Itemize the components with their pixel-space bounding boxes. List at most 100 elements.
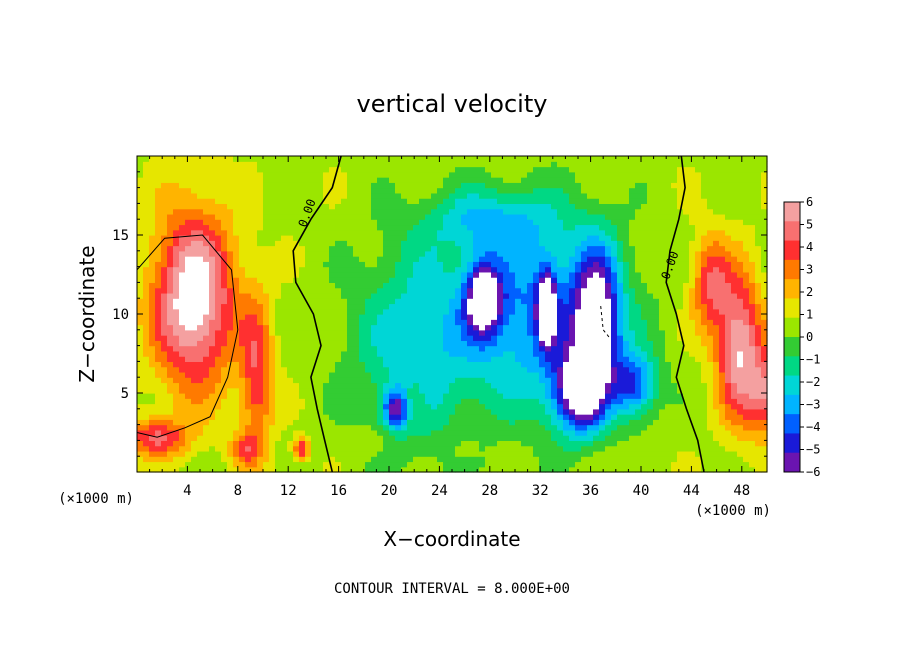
heatmap-cell: [311, 435, 318, 441]
heatmap-cell: [371, 366, 378, 373]
heatmap-cell: [449, 192, 456, 199]
heatmap-cell: [197, 393, 204, 399]
heatmap-cell: [299, 292, 306, 299]
heatmap-cell: [473, 335, 480, 341]
heatmap-cell: [179, 356, 186, 362]
heatmap-cell: [539, 250, 546, 257]
heatmap-cell: [167, 187, 174, 194]
heatmap-cell: [203, 187, 210, 194]
heatmap-cell: [479, 377, 486, 384]
heatmap-cell: [245, 387, 252, 394]
heatmap-cell: [509, 245, 516, 252]
heatmap-cell: [245, 261, 252, 268]
heatmap-cell: [275, 198, 282, 204]
heatmap-cell: [305, 450, 312, 457]
heatmap-cell: [605, 256, 612, 262]
heatmap-cell: [491, 361, 498, 368]
heatmap-cell: [623, 450, 630, 457]
heatmap-cell: [269, 219, 276, 226]
heatmap-cell: [419, 271, 426, 278]
heatmap-cell: [437, 213, 444, 220]
heatmap-cell: [143, 398, 150, 405]
heatmap-cell: [227, 166, 234, 173]
heatmap-cell: [359, 387, 366, 394]
heatmap-cell: [485, 219, 492, 226]
heatmap-cell: [557, 182, 564, 189]
heatmap-cell: [587, 461, 594, 468]
heatmap-cell: [353, 398, 360, 405]
heatmap-cell: [581, 240, 588, 247]
heatmap-cell: [413, 245, 420, 252]
heatmap-cell: [203, 224, 210, 231]
heatmap-cell: [263, 156, 270, 162]
heatmap-cell: [461, 456, 468, 463]
heatmap-cell: [269, 198, 276, 204]
heatmap-cell: [353, 408, 360, 415]
heatmap-cell: [293, 198, 300, 204]
heatmap-cell: [497, 287, 504, 294]
heatmap-cell: [593, 308, 600, 315]
heatmap-cell: [443, 377, 450, 384]
heatmap-cell: [593, 345, 600, 352]
heatmap-cell: [539, 345, 546, 352]
heatmap-cell: [557, 308, 564, 315]
heatmap-cell: [521, 235, 528, 241]
heatmap-cell: [155, 256, 162, 262]
heatmap-cell: [605, 440, 612, 447]
heatmap-cell: [551, 445, 558, 452]
heatmap-cell: [305, 250, 312, 257]
heatmap-cell: [467, 192, 474, 199]
heatmap-cell: [413, 298, 420, 305]
heatmap-cell: [431, 377, 438, 384]
heatmap-cell: [227, 229, 234, 236]
heatmap-cell: [323, 282, 330, 289]
heatmap-cell: [293, 235, 300, 241]
heatmap-cell: [545, 224, 552, 231]
heatmap-cell: [389, 208, 396, 215]
heatmap-cell: [395, 235, 402, 241]
heatmap-cell: [509, 229, 516, 236]
heatmap-cell: [461, 403, 468, 410]
heatmap-cell: [149, 271, 156, 278]
heatmap-cell: [239, 414, 246, 420]
heatmap-cell: [293, 350, 300, 357]
heatmap-cell: [335, 382, 342, 389]
heatmap-cell: [563, 198, 570, 204]
heatmap-cell: [245, 213, 252, 220]
heatmap-cell: [593, 198, 600, 204]
heatmap-cell: [407, 408, 414, 415]
heatmap-cell: [365, 466, 372, 473]
heatmap-cell: [281, 261, 288, 268]
heatmap-cell: [239, 466, 246, 473]
heatmap-cell: [395, 450, 402, 457]
heatmap-cell: [419, 414, 426, 420]
heatmap-cell: [347, 177, 354, 183]
heatmap-cell: [137, 314, 144, 320]
heatmap-cell: [611, 466, 618, 473]
heatmap-cell: [239, 208, 246, 215]
heatmap-cell: [479, 171, 486, 178]
heatmap-cell: [563, 335, 570, 341]
heatmap-cell: [341, 393, 348, 399]
heatmap-cell: [239, 408, 246, 415]
heatmap-cell: [161, 245, 168, 252]
heatmap-cell: [533, 435, 540, 441]
heatmap-cell: [407, 324, 414, 331]
heatmap-cell: [515, 250, 522, 257]
heatmap-cell: [221, 393, 228, 399]
heatmap-cell: [509, 292, 516, 299]
heatmap-cell: [269, 377, 276, 384]
heatmap-cell: [341, 382, 348, 389]
heatmap-cell: [401, 224, 408, 231]
heatmap-cell: [323, 329, 330, 336]
heatmap-cell: [137, 261, 144, 268]
heatmap-cell: [521, 277, 528, 283]
heatmap-cell: [389, 171, 396, 178]
heatmap-cell: [431, 461, 438, 468]
heatmap-cell: [209, 277, 216, 283]
heatmap-cell: [257, 350, 264, 357]
heatmap-cell: [203, 303, 210, 310]
heatmap-cell: [317, 224, 324, 231]
heatmap-cell: [473, 324, 480, 331]
heatmap-cell: [161, 287, 168, 294]
